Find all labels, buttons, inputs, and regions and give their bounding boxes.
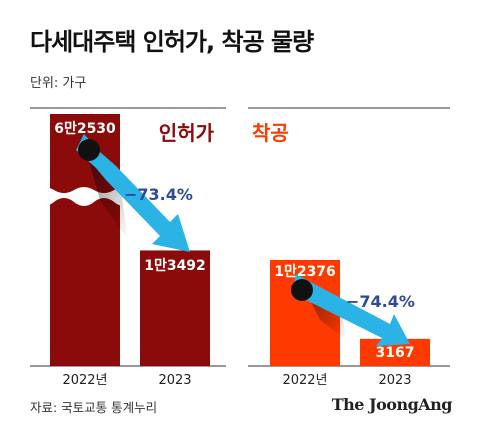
- change-label-permit: −73.4%: [124, 185, 193, 204]
- value-label-permit-2023: 1만3492: [144, 258, 206, 274]
- tick-label-start-2023: 2023: [378, 373, 411, 388]
- bar-permit-2023: [140, 250, 210, 366]
- arrow-start-dot-start: [291, 279, 313, 301]
- axis-break-wave: [34, 187, 134, 206]
- value-label-permit-2022: 6만2530: [54, 121, 116, 137]
- arrow-permit: [76, 134, 190, 252]
- change-label-start: −74.4%: [346, 292, 415, 311]
- brand-logo: The JoongAng: [331, 395, 453, 414]
- unit-label: 단위: 가구: [30, 76, 87, 91]
- value-label-start-2023: 3167: [376, 345, 415, 361]
- series-title-permit: 인허가: [159, 121, 215, 145]
- tick-label-permit-2022: 2022년: [62, 373, 107, 388]
- value-label-start-2022: 1만2376: [274, 264, 336, 280]
- series-title-start: 착공: [252, 121, 289, 145]
- arrow-start-dot-permit: [78, 139, 100, 161]
- source-note: 자료: 국토교통 통계누리: [30, 400, 158, 415]
- tick-label-start-2022: 2022년: [282, 373, 327, 388]
- tick-label-permit-2023: 2023: [158, 373, 191, 388]
- page-title: 다세대주택 인허가, 착공 물량: [30, 28, 314, 56]
- arrow-start: [292, 274, 410, 346]
